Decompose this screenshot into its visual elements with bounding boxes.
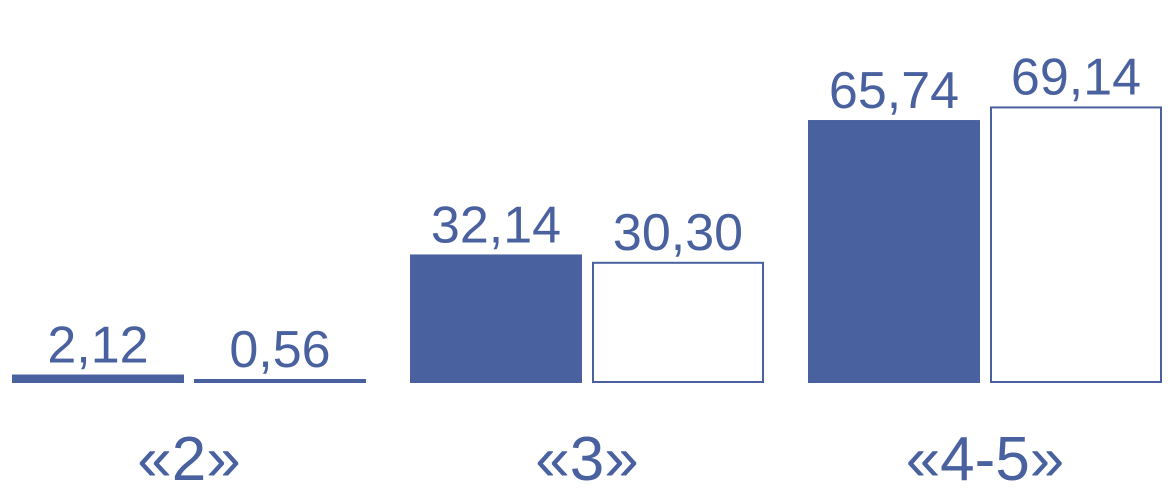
category-label: «3» bbox=[535, 425, 638, 494]
bar-outline-0 bbox=[194, 379, 366, 383]
category-label: «2» bbox=[137, 425, 240, 494]
bar-outline-2 bbox=[990, 106, 1162, 383]
bar-filled-2 bbox=[808, 120, 980, 383]
data-label: 32,14 bbox=[431, 196, 561, 254]
category-label: «4-5» bbox=[906, 425, 1065, 494]
data-label: 69,14 bbox=[1011, 48, 1141, 106]
data-label: 0,56 bbox=[229, 321, 330, 379]
data-label: 2,12 bbox=[47, 317, 148, 375]
bar-filled-1 bbox=[410, 254, 582, 383]
bar-outline-1 bbox=[592, 261, 764, 383]
data-label: 65,74 bbox=[829, 62, 959, 120]
bar-filled-0 bbox=[12, 374, 184, 383]
data-label: 30,30 bbox=[613, 204, 743, 262]
